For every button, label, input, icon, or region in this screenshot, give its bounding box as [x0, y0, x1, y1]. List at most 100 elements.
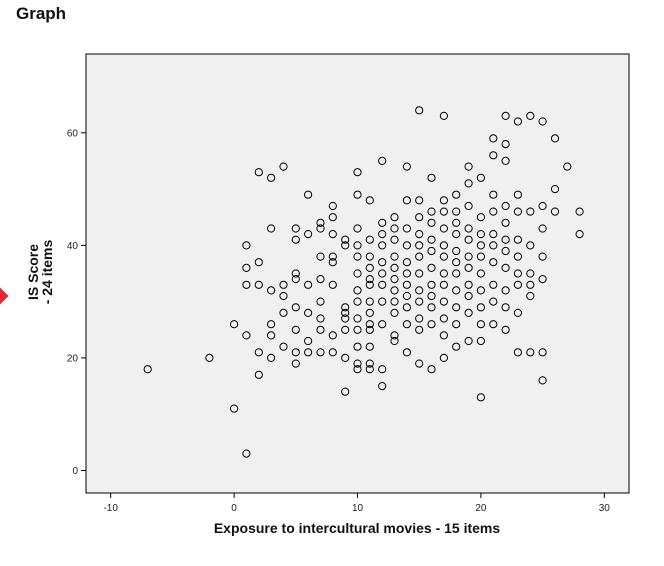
data-point — [575, 207, 584, 216]
data-point — [439, 196, 448, 205]
data-point — [452, 258, 461, 267]
data-point — [365, 196, 374, 205]
data-point — [415, 269, 424, 278]
data-point — [538, 201, 547, 211]
data-point — [402, 196, 411, 205]
data-point — [267, 320, 276, 329]
data-point — [304, 308, 313, 317]
data-point — [476, 241, 485, 250]
data-point — [439, 241, 448, 250]
y-axis-title-group: IS Score - 24 items — [25, 239, 55, 304]
data-point — [378, 365, 387, 374]
data-point — [390, 336, 399, 346]
data-point — [427, 173, 436, 182]
data-point — [415, 314, 424, 323]
data-point — [365, 325, 374, 334]
data-point — [439, 314, 448, 323]
data-point — [415, 325, 424, 334]
data-point — [489, 241, 498, 250]
data-point — [378, 230, 387, 239]
data-point — [402, 348, 411, 357]
data-point — [291, 235, 300, 244]
data-point — [291, 325, 300, 334]
data-point — [291, 348, 300, 357]
data-point — [316, 348, 325, 357]
data-point — [476, 173, 485, 182]
data-point — [353, 314, 362, 323]
data-point — [427, 263, 436, 272]
data-point — [501, 111, 510, 121]
y-axis-title-line-1: IS Score — [25, 244, 41, 300]
data-point — [378, 269, 387, 278]
x-tick-label: 30 — [599, 503, 611, 514]
data-point — [489, 230, 498, 239]
data-point — [304, 230, 313, 239]
data-point — [501, 325, 510, 334]
data-point — [489, 297, 498, 306]
data-point — [427, 207, 436, 216]
data-point — [291, 275, 300, 284]
data-point — [291, 359, 300, 368]
data-point — [464, 162, 473, 171]
data-point — [328, 280, 337, 289]
data-point — [316, 252, 325, 261]
data-point — [267, 286, 276, 295]
data-point — [452, 190, 461, 199]
data-point — [501, 246, 510, 256]
data-point — [378, 218, 387, 227]
data-point — [390, 286, 399, 295]
data-point — [328, 252, 337, 261]
data-point — [365, 252, 374, 261]
data-point — [353, 168, 362, 177]
data-point — [353, 252, 362, 261]
data-point — [143, 365, 152, 374]
data-point — [230, 404, 239, 413]
data-point — [513, 190, 523, 199]
x-tick-label: -10 — [103, 503, 118, 514]
data-point — [378, 382, 387, 391]
data-point — [378, 241, 387, 250]
data-point — [279, 342, 288, 351]
data-point — [513, 308, 523, 317]
data-point — [452, 342, 461, 351]
plot-area — [85, 53, 630, 494]
data-point — [316, 297, 325, 306]
data-point — [378, 297, 387, 306]
data-point — [550, 207, 560, 216]
data-point — [390, 308, 399, 317]
data-point — [341, 325, 350, 334]
data-point — [513, 252, 523, 261]
data-point — [316, 275, 325, 284]
data-point — [316, 218, 325, 227]
data-point — [365, 308, 374, 317]
data-point — [476, 252, 485, 261]
data-point — [415, 196, 424, 205]
data-point — [415, 252, 424, 261]
data-point — [476, 336, 485, 346]
data-point — [279, 280, 288, 289]
data-point — [279, 308, 288, 317]
data-point — [513, 269, 523, 278]
data-point — [427, 320, 436, 329]
data-point — [390, 252, 399, 261]
data-point — [464, 308, 473, 317]
data-point — [304, 190, 313, 199]
data-point — [390, 297, 399, 306]
data-point — [427, 303, 436, 312]
data-point — [242, 449, 251, 458]
data-point — [267, 173, 276, 182]
data-points — [143, 106, 584, 458]
data-point — [513, 207, 523, 216]
data-point — [538, 252, 547, 261]
data-point — [390, 331, 399, 340]
data-point — [439, 353, 448, 362]
data-point — [254, 280, 263, 289]
data-point — [427, 280, 436, 289]
data-point — [254, 370, 263, 379]
data-point — [279, 291, 288, 301]
data-point — [353, 365, 362, 374]
data-point — [489, 207, 498, 216]
data-point — [328, 230, 337, 239]
data-point — [550, 185, 560, 194]
data-point — [427, 365, 436, 374]
